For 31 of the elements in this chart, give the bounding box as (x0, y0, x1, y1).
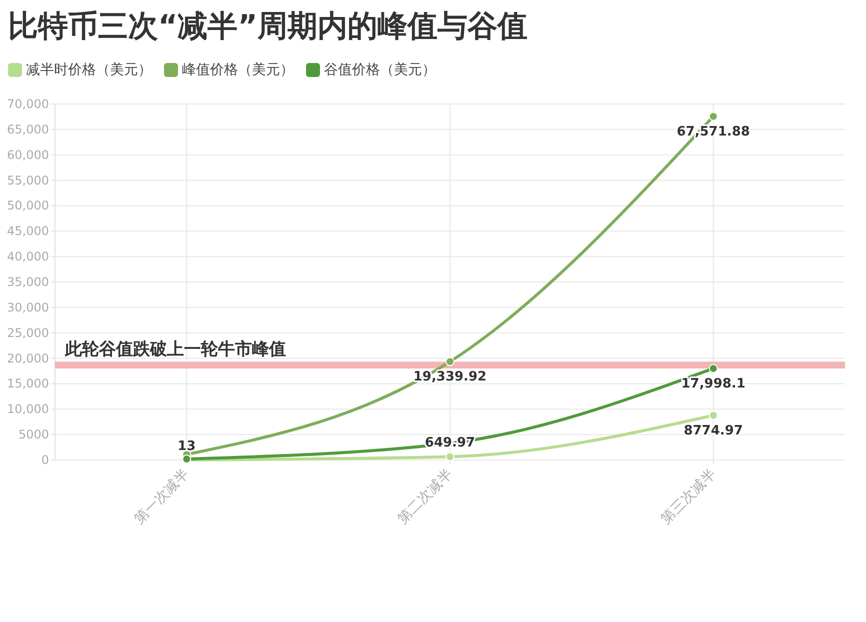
point (446, 452, 454, 462)
y-tick-label: 20,000 (7, 351, 49, 366)
data-label: 13 (178, 438, 196, 454)
y-tick-label: 40,000 (7, 250, 49, 264)
y-tick-label: 55,000 (7, 173, 49, 188)
x-tick-label: 第一次减半 (132, 466, 192, 528)
y-tick-label: 10,000 (7, 402, 49, 416)
y-tick-label: 5000 (18, 428, 49, 442)
y-tick-label: 0 (41, 453, 49, 467)
y-tick-label: 50,000 (7, 198, 49, 213)
y-tick-label: 70,000 (7, 97, 49, 111)
data-label: 8774.97 (684, 423, 743, 438)
legend-label: 峰值价格（美元） (182, 62, 294, 78)
x-tick-label: 第二次减半 (394, 466, 456, 528)
point (708, 410, 718, 420)
chart-title: 比特币三次“减半”周期内的峰值与谷值 (8, 9, 528, 44)
band-label: 此轮谷值跌破上一轮牛市峰值 (64, 340, 286, 360)
y-tick-label: 30,000 (7, 300, 49, 314)
y-tick-label: 35,000 (7, 275, 49, 289)
point (446, 357, 454, 366)
y-tick-label: 15,000 (7, 376, 49, 391)
y-tick-label: 25,000 (7, 326, 49, 340)
point (708, 364, 718, 373)
point (708, 112, 718, 121)
data-label: 17,998.1 (681, 376, 746, 392)
legend-label: 谷值价格（美元） (324, 62, 436, 78)
x-tick-label: 第三次减半 (658, 466, 719, 528)
y-tick-label: 60,000 (7, 148, 49, 162)
y-tick-label: 65,000 (7, 122, 49, 136)
legend-label: 减半时价格（美元） (26, 62, 152, 78)
y-tick-label: 45,000 (7, 224, 49, 238)
